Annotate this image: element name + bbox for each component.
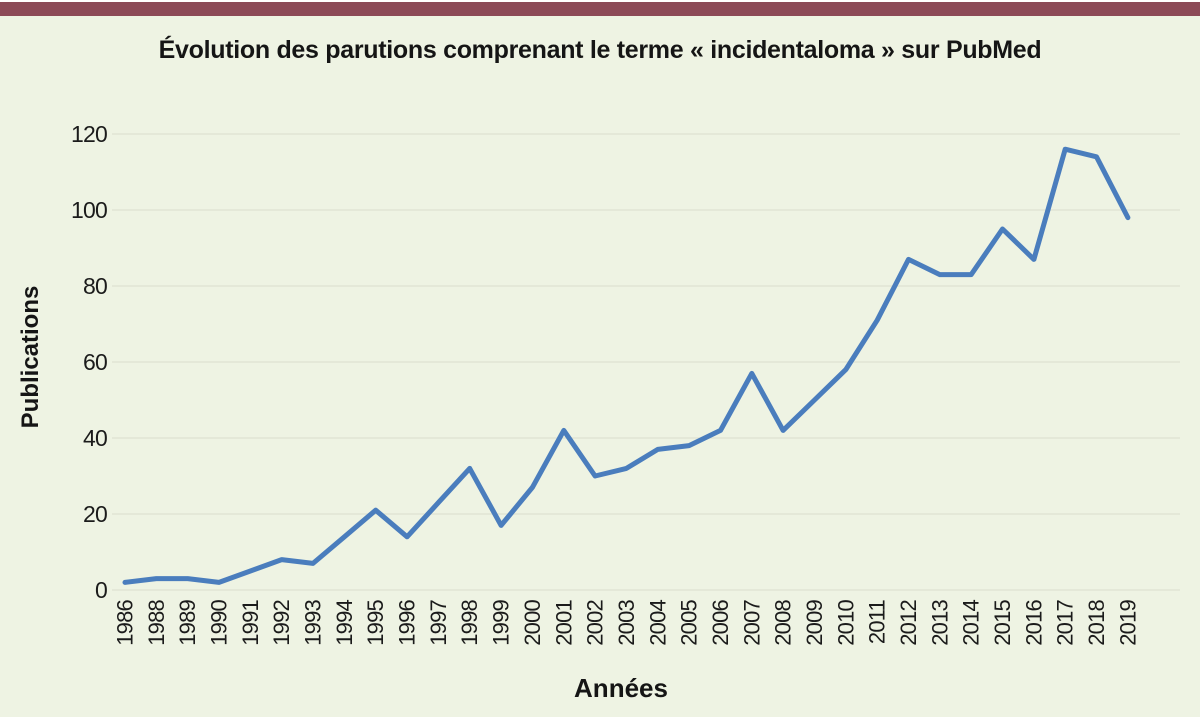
x-tick-label: 1988 [144, 599, 169, 645]
x-tick-label: 1990 [207, 599, 232, 645]
y-axis-label: Publications [17, 286, 44, 429]
x-tick-label: 2010 [833, 599, 858, 645]
x-axis-tick-labels: 1986 1988 1989 1990 1991 1992 1993 1994 1995 1996… [113, 599, 1141, 645]
x-axis-label: Années [574, 673, 668, 703]
x-tick-label: 2018 [1084, 599, 1109, 645]
x-tick-label: 1989 [175, 599, 200, 645]
x-tick-label: 2000 [520, 599, 545, 645]
x-tick-label: 2014 [959, 599, 984, 645]
x-tick-label: 2007 [739, 599, 764, 645]
x-tick-label: 2019 [1115, 599, 1140, 645]
chart-title: Évolution des parutions comprenant le te… [158, 36, 1042, 64]
x-tick-label: 2015 [990, 599, 1015, 645]
x-tick-label: 1998 [457, 599, 482, 645]
x-tick-label: 1995 [363, 599, 388, 645]
x-tick-label: 2017 [1053, 599, 1078, 645]
x-tick-label: 1996 [395, 599, 420, 645]
y-tick-label: 80 [83, 273, 107, 299]
x-tick-label: 2002 [583, 599, 608, 645]
x-tick-label: 1991 [238, 599, 263, 645]
gridlines [112, 133, 1180, 591]
x-tick-label: 2004 [645, 599, 670, 645]
x-tick-label: 2011 [865, 599, 890, 644]
x-tick-label: 1994 [332, 599, 357, 645]
x-tick-label: 2008 [771, 599, 796, 645]
x-tick-label: 1997 [426, 599, 451, 645]
top-accent-bar [0, 0, 1200, 16]
x-tick-label: 2005 [677, 599, 702, 645]
x-tick-label: 2012 [896, 599, 921, 645]
y-tick-label: 40 [83, 425, 107, 451]
y-tick-label: 120 [71, 121, 107, 147]
x-tick-label: 1986 [113, 599, 138, 645]
x-tick-label: 2009 [802, 599, 827, 645]
y-tick-label: 0 [95, 577, 107, 603]
x-tick-label: 2016 [1021, 599, 1046, 645]
y-axis-tick-labels: 0 20 40 60 80 100 120 [71, 121, 108, 603]
x-tick-label: 2006 [708, 599, 733, 645]
x-tick-label: 2003 [614, 599, 639, 645]
x-tick-label: 2013 [927, 599, 952, 645]
data-series-line [122, 146, 1131, 585]
x-tick-label: 1999 [489, 599, 514, 645]
y-tick-label: 100 [71, 197, 107, 223]
x-tick-label: 1992 [269, 599, 294, 645]
y-tick-label: 20 [83, 501, 107, 527]
y-tick-label: 60 [83, 349, 107, 375]
x-tick-label: 1993 [301, 599, 326, 645]
x-tick-label: 2001 [551, 599, 576, 645]
